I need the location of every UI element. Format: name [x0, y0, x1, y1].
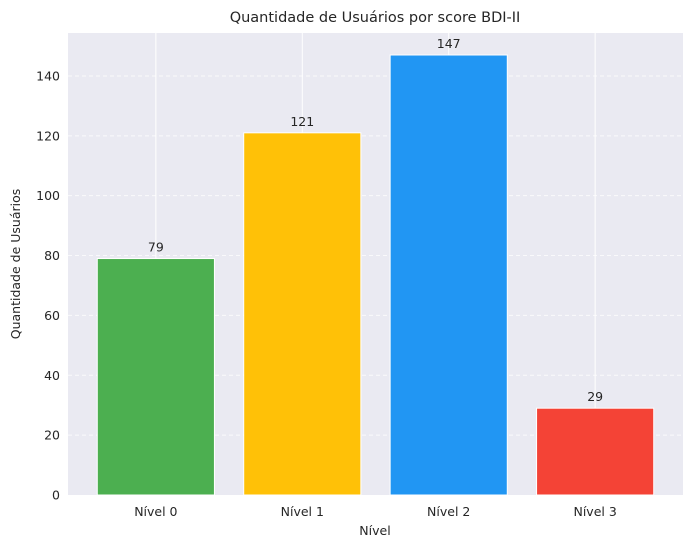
x-axis-label: Nível — [359, 523, 390, 538]
bar-value-label: 29 — [587, 389, 603, 404]
x-tick-label: Nível 0 — [134, 504, 177, 519]
bar-value-label: 79 — [148, 240, 164, 255]
bar-1 — [243, 132, 362, 496]
bar-value-label: 121 — [290, 114, 314, 129]
bar-3 — [536, 407, 655, 496]
chart-title: Quantidade de Usuários por score BDI-II — [230, 10, 521, 26]
x-tick-labels: Nível 0 Nível 1 Nível 2 Nível 3 — [134, 504, 617, 519]
x-tick-label: Nível 3 — [573, 504, 616, 519]
y-tick-label: 20 — [44, 428, 60, 443]
bar-0 — [96, 258, 215, 496]
y-axis-label: Quantidade de Usuários — [8, 189, 23, 340]
y-tick-label: 100 — [36, 188, 60, 203]
y-tick-label: 0 — [52, 488, 60, 503]
x-tick-label: Nível 2 — [427, 504, 470, 519]
x-tick-label: Nível 1 — [281, 504, 324, 519]
y-tick-label: 80 — [44, 248, 60, 263]
bar-value-label: 147 — [437, 36, 461, 51]
y-tick-label: 40 — [44, 368, 60, 383]
y-tick-label: 60 — [44, 308, 60, 323]
bars — [96, 54, 655, 496]
bar-2 — [389, 54, 508, 496]
y-tick-label: 140 — [36, 68, 60, 83]
value-labels: 79 121 147 29 — [148, 36, 603, 404]
y-tick-label: 120 — [36, 128, 60, 143]
y-tick-labels: 0 20 40 60 80 100 120 140 — [36, 68, 60, 502]
